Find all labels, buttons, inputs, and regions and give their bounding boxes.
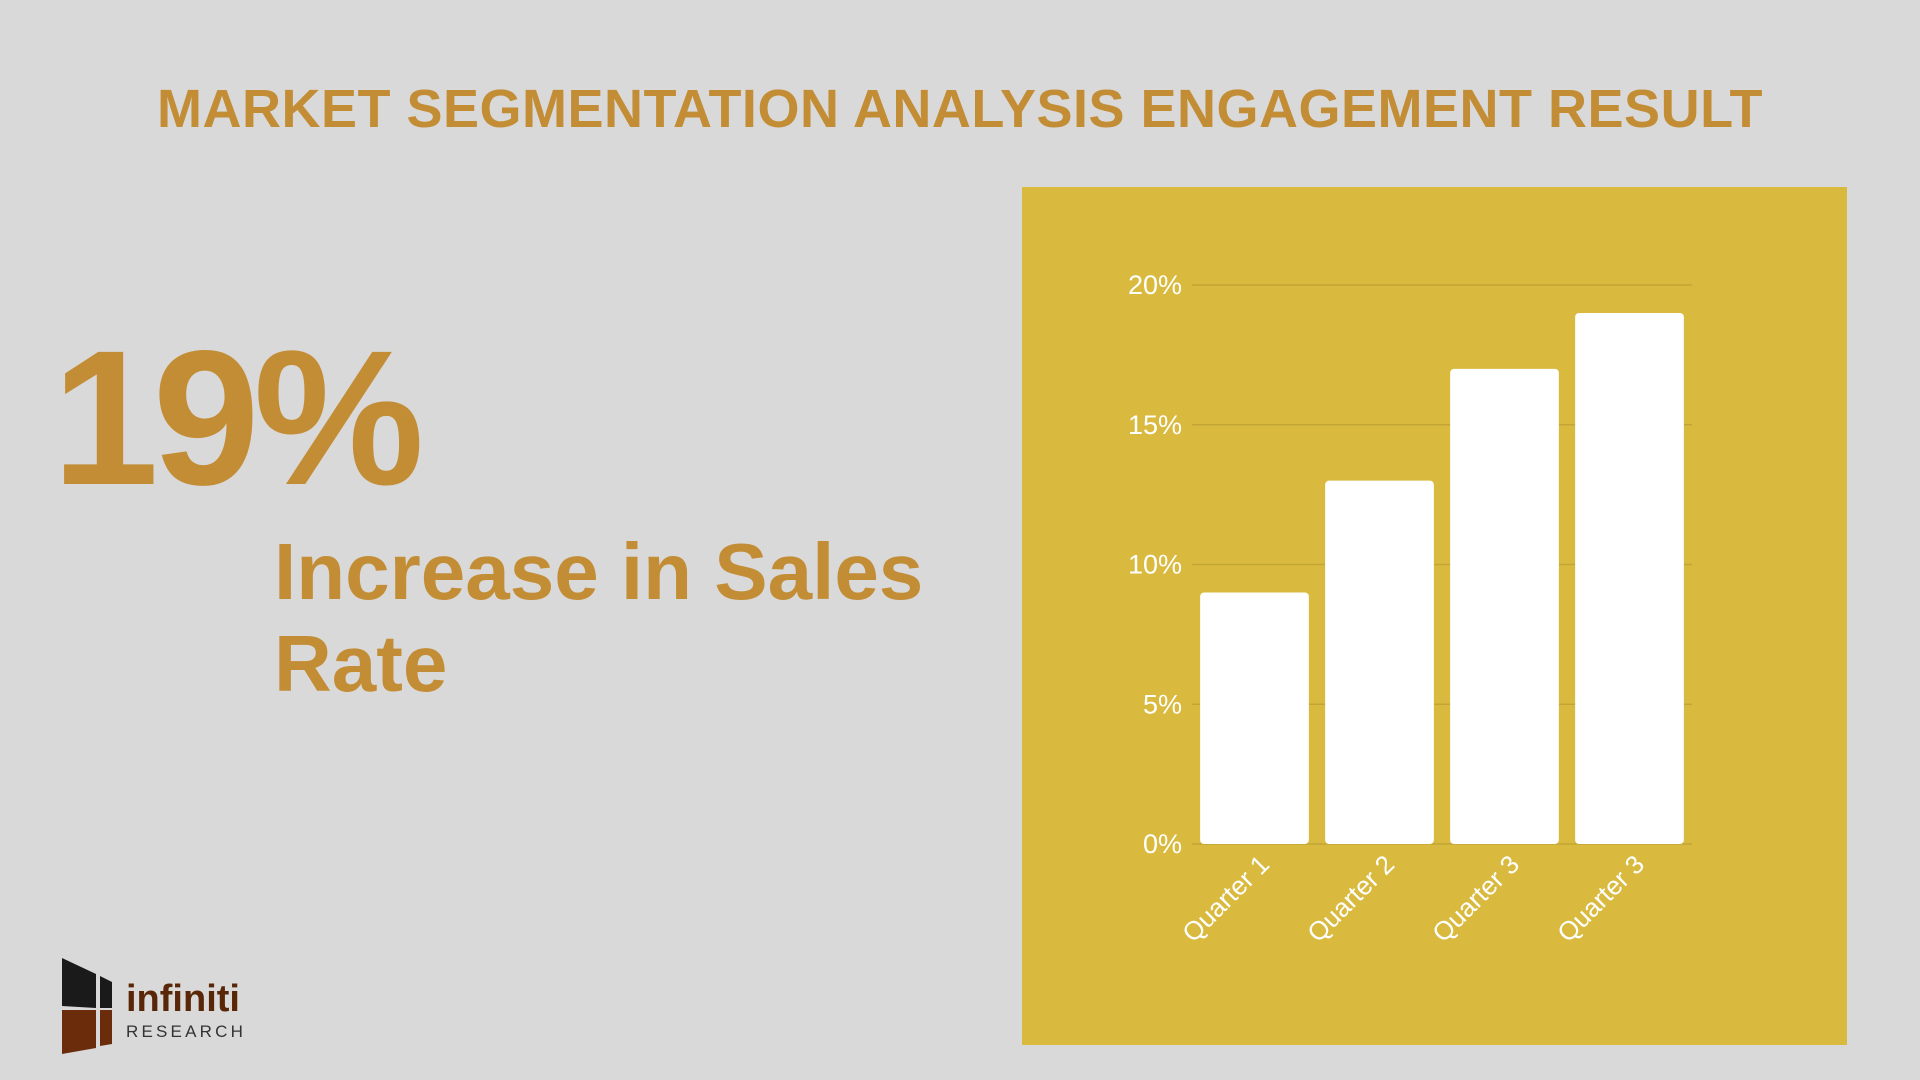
- logo-mark-icon: [62, 958, 112, 1054]
- logo-name: infiniti: [126, 978, 240, 1020]
- bar: [1325, 480, 1434, 844]
- chart-bars: [1200, 312, 1684, 844]
- y-tick-label: 0%: [1143, 829, 1182, 859]
- bar: [1450, 368, 1559, 844]
- bar: [1200, 592, 1309, 844]
- x-tick-label: Quarter 3: [1551, 849, 1650, 948]
- logo-subtitle: RESEARCH: [126, 1022, 247, 1041]
- y-tick-label: 5%: [1143, 689, 1182, 719]
- y-tick-label: 10%: [1128, 550, 1182, 580]
- bar: [1575, 312, 1684, 844]
- chart-y-axis: 0% 5% 10% 15% 20%: [1128, 270, 1182, 859]
- x-tick-label: Quarter 2: [1301, 849, 1400, 948]
- y-tick-label: 20%: [1128, 270, 1182, 300]
- y-tick-label: 15%: [1128, 410, 1182, 440]
- page-title: MARKET SEGMENTATION ANALYSIS ENGAGEMENT …: [156, 79, 1764, 139]
- chart-panel: 0% 5% 10% 15% 20% Quarter 1 Quarter 2 Quarter …: [1022, 187, 1847, 1045]
- chart-x-axis: Quarter 1 Quarter 2 Quarter 3 Quarter 3: [1176, 849, 1650, 948]
- x-tick-label: Quarter 1: [1176, 849, 1275, 948]
- bar-chart: 0%5%10%15%20% Quarter 1 Quarter 2 Quarter …: [1128, 270, 1692, 948]
- highlight-label: Increase in Sales Rate: [274, 527, 924, 708]
- highlight-value: 19%: [52, 310, 424, 525]
- x-tick-label: Quarter 3: [1426, 849, 1525, 948]
- company-logo: infiniti RESEARCH: [62, 958, 262, 1054]
